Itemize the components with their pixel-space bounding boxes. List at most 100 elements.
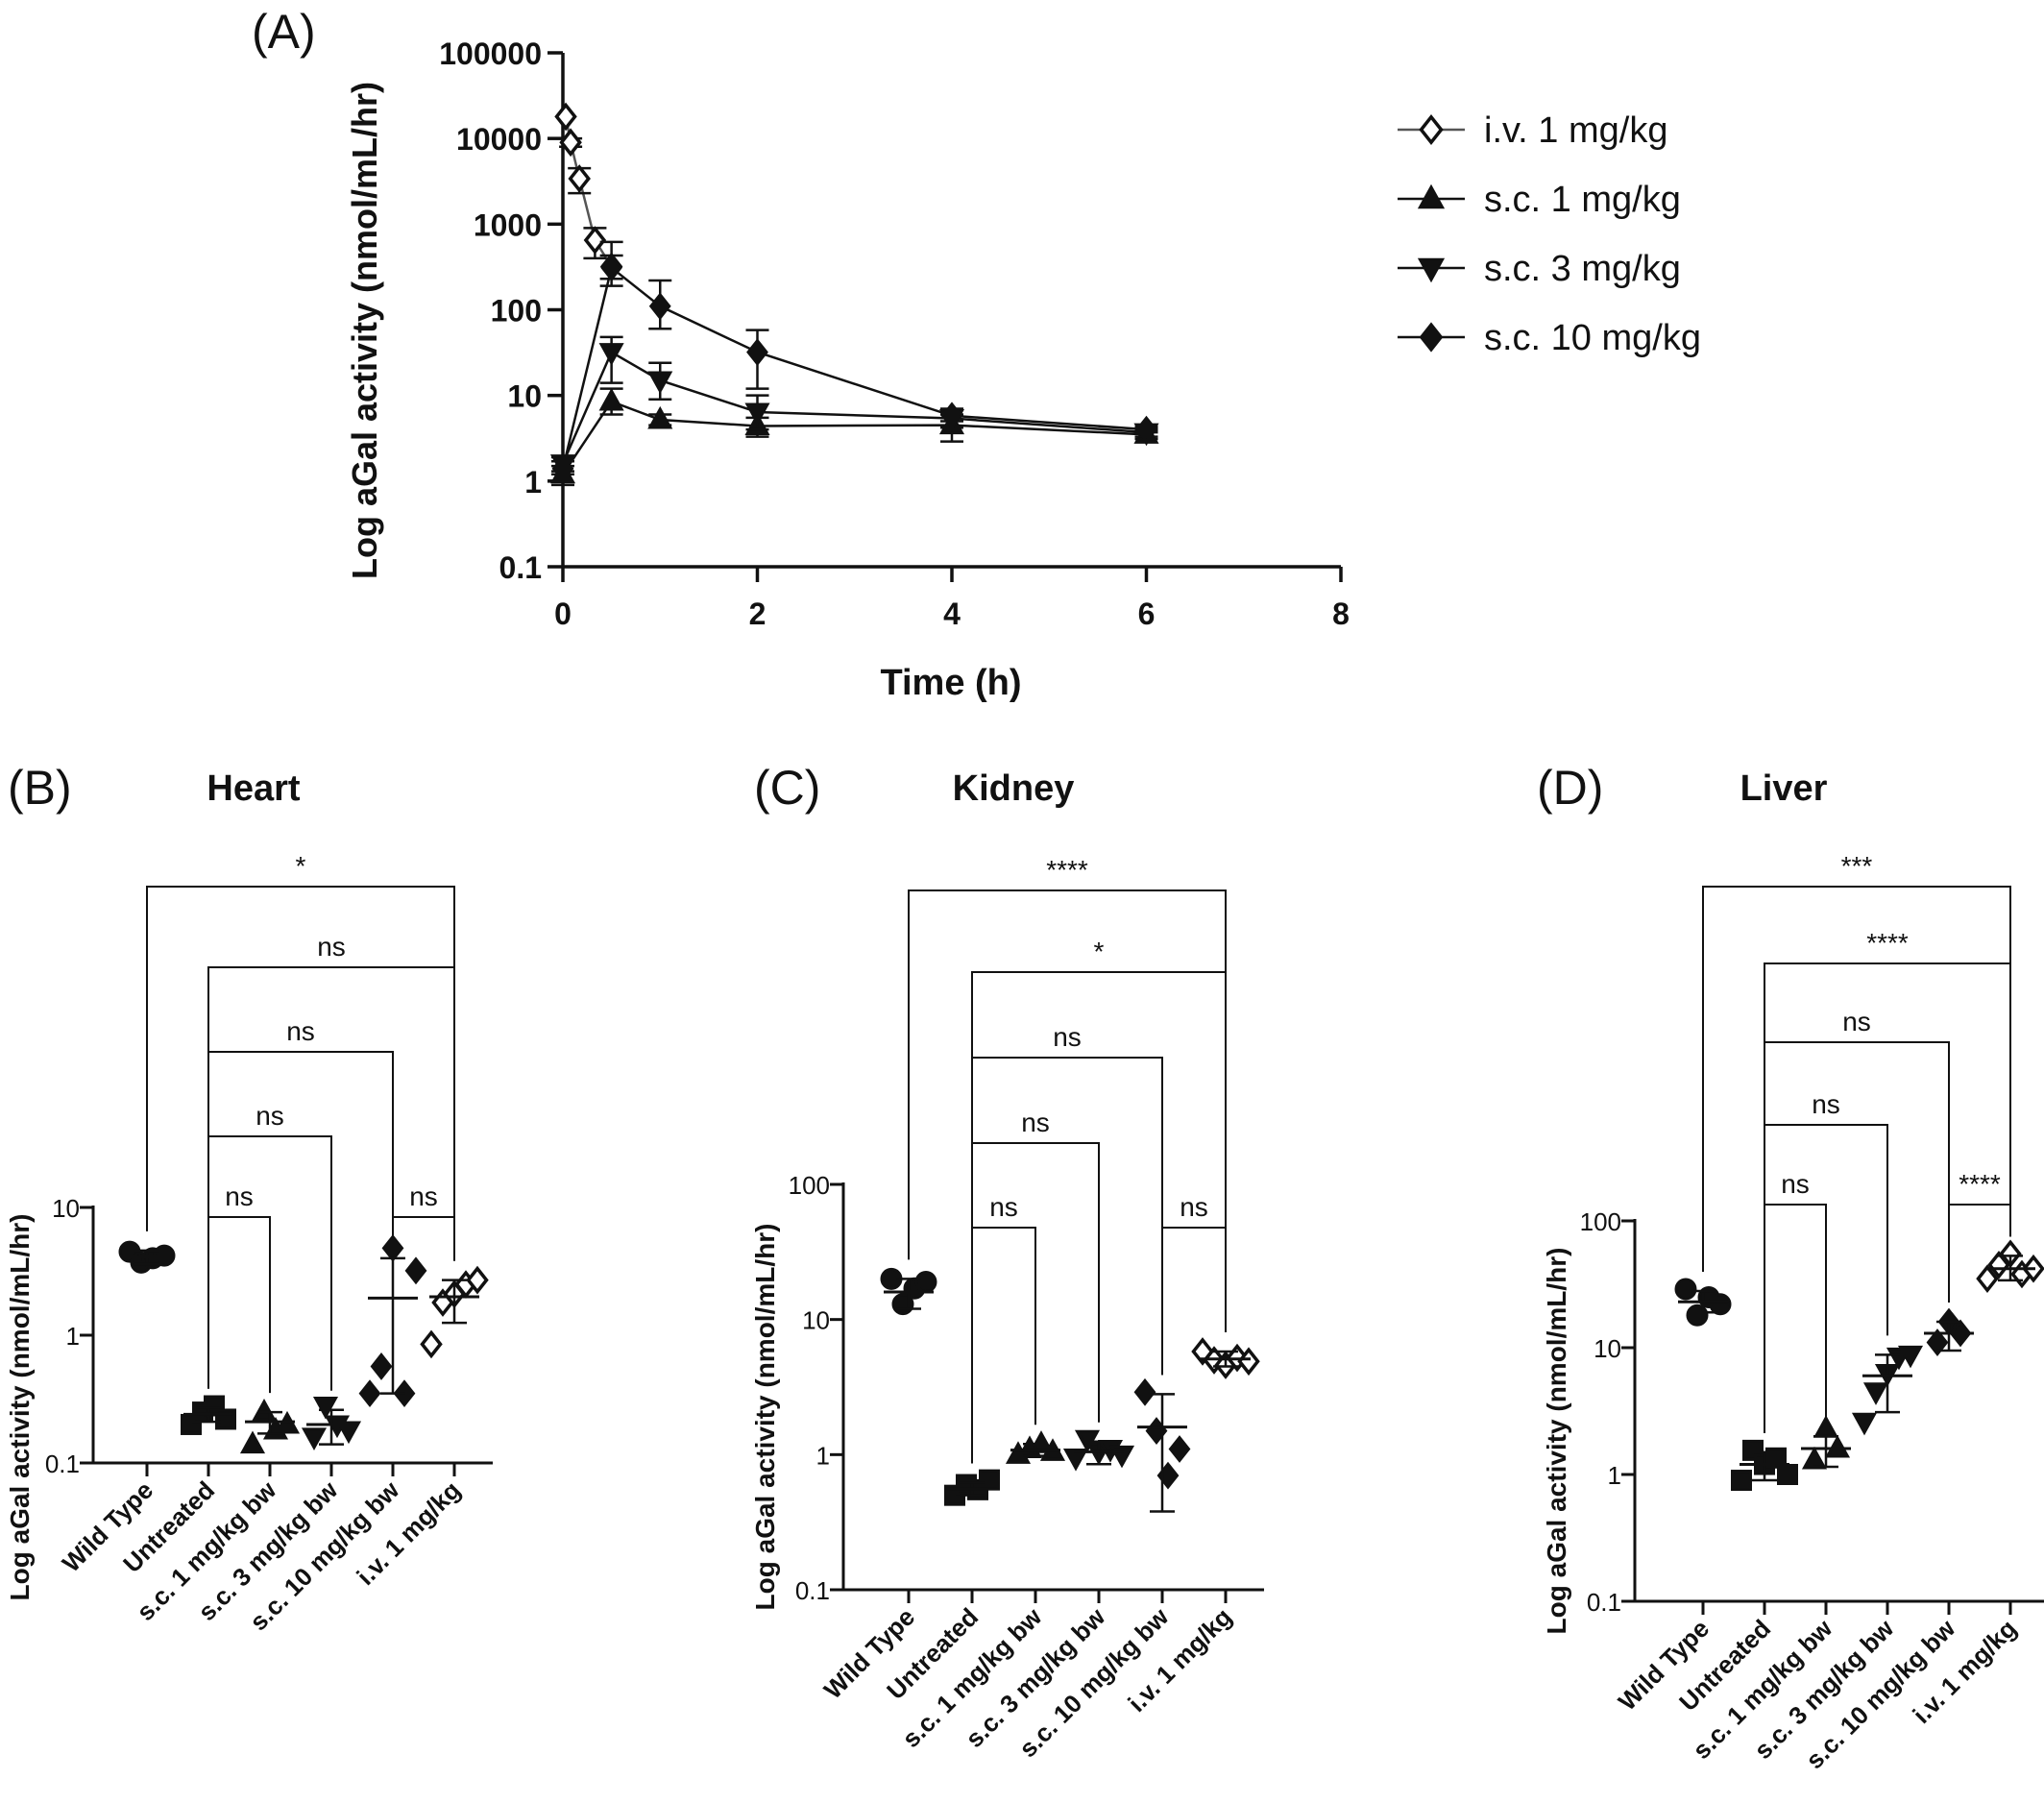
panel-b-data-point xyxy=(312,1397,339,1420)
panel-d-group-3 xyxy=(1851,1345,1924,1436)
panel-c-group-4 xyxy=(1133,1377,1191,1513)
panel-d-data-point xyxy=(1801,1446,1828,1470)
panel-d-significance-label: **** xyxy=(1959,1169,2001,1199)
panel-a-series-0 xyxy=(554,102,623,281)
panel-a-x-tick-label: 6 xyxy=(1138,597,1156,631)
panel-d-data-groups xyxy=(1674,1239,2044,1492)
panel-b-bracket-5: ns xyxy=(392,1182,455,1261)
panel-d-data-point xyxy=(1731,1470,1752,1492)
panel-c-y-tick-label: 10 xyxy=(802,1306,830,1335)
panel-b-significance-brackets: * ns ns ns ns ns xyxy=(146,851,455,1394)
panel-b-data-point xyxy=(251,1398,278,1422)
panel-a-data-point xyxy=(551,454,574,483)
panel-d-y-axis-label: Log aGal activity (nmol/mL/hr) xyxy=(1542,1248,1571,1635)
panel-d-data-point xyxy=(1926,1328,1949,1356)
panel-a-y-tick-labels: 0.1 1 10 100 1000 10000 100000 xyxy=(439,37,542,585)
panel-b-label: (B) xyxy=(8,761,72,815)
panel-d-bracket-2: ns xyxy=(1764,1007,1950,1433)
panel-c-kidney-chart: (C) Kidney Log aGal activity (nmol/mL/hr… xyxy=(750,761,1264,1763)
panel-a-data-point xyxy=(559,128,582,158)
panel-a-y-tick-label: 10 xyxy=(507,379,542,414)
panel-d-significance-label: **** xyxy=(1866,928,1909,958)
panel-a-data-point xyxy=(940,402,963,430)
panel-b-title: Heart xyxy=(207,768,300,809)
panel-d-data-point xyxy=(1976,1264,1999,1294)
panel-d-y-tick-label: 100 xyxy=(1580,1207,1621,1236)
panel-b-group-1 xyxy=(181,1395,236,1435)
panel-d-bracket-line xyxy=(1764,1041,1950,1433)
panel-a-legend-item-0: i.v. 1 mg/kg xyxy=(1398,110,1667,151)
panel-b-data-groups xyxy=(118,1233,489,1454)
panel-c-group-3 xyxy=(1062,1429,1135,1472)
panel-a-data-point xyxy=(583,226,607,255)
panel-a-legend: i.v. 1 mg/kg s.c. 1 mg/kg s.c. 3 mg/kg s.c.… xyxy=(1398,110,1701,358)
panel-d-y-tick-label: 0.1 xyxy=(1587,1588,1621,1617)
panel-b-y-tick-labels: 0.1 1 10 xyxy=(45,1194,80,1478)
panel-c-bracket-line xyxy=(971,1057,1163,1464)
panel-d-bracket-5: **** xyxy=(1948,1169,2011,1304)
panel-d-significance-label: *** xyxy=(1841,851,1873,881)
panel-d-group-5 xyxy=(1976,1239,2044,1294)
panel-a-data-point xyxy=(554,102,577,132)
panel-b-data-point xyxy=(370,1352,393,1380)
panel-c-data-point xyxy=(1108,1445,1135,1469)
panel-b-significance-label: ns xyxy=(409,1182,438,1211)
panel-b-bracket-line xyxy=(207,1051,394,1389)
panel-d-data-point xyxy=(1674,1278,1697,1301)
panel-a-y-tick-label: 100000 xyxy=(439,37,542,71)
panel-a-y-tick-label: 1 xyxy=(524,465,542,499)
panel-c-label: (C) xyxy=(754,761,820,815)
panel-c-data-point xyxy=(979,1469,1000,1491)
panel-a-y-tick-label: 0.1 xyxy=(499,550,542,585)
panel-a-series xyxy=(549,102,1159,487)
panel-b-y-tick-label: 0.1 xyxy=(45,1450,80,1478)
panel-a-legend-item-1: s.c. 1 mg/kg xyxy=(1398,180,1681,220)
panel-b-axes xyxy=(80,1206,493,1476)
panel-b-data-point xyxy=(466,1265,489,1295)
panel-a-y-tick-label: 100 xyxy=(491,294,542,329)
panel-a-legend-marker xyxy=(1419,322,1444,353)
panel-b-bracket-line xyxy=(392,1216,455,1261)
panel-d-y-tick-labels: 0.1 1 10 100 xyxy=(1580,1207,1621,1617)
panel-b-significance-label: * xyxy=(296,851,306,881)
panel-b-significance-label: ns xyxy=(317,932,346,962)
panel-c-group-0 xyxy=(880,1267,937,1316)
panel-d-y-tick-label: 10 xyxy=(1594,1334,1621,1363)
panel-d-group-4 xyxy=(1924,1307,1974,1356)
panel-d-bracket-4: ns xyxy=(1764,1169,1827,1433)
panel-d-significance-label: ns xyxy=(1781,1169,1810,1199)
panel-c-y-tick-label: 100 xyxy=(789,1171,830,1200)
panel-a-series-3 xyxy=(551,240,1158,483)
panel-d-data-point xyxy=(1897,1345,1924,1369)
panel-b-data-point xyxy=(301,1427,328,1450)
panel-c-significance-label: ns xyxy=(1180,1192,1208,1222)
panel-a-series-1 xyxy=(549,387,1159,487)
panel-d-bracket-0: *** xyxy=(1702,851,2011,1272)
panel-c-data-point xyxy=(1133,1377,1156,1406)
panel-b-group-4 xyxy=(358,1233,427,1408)
panel-c-bracket-0: **** xyxy=(908,855,1227,1332)
panel-d-significance-label: ns xyxy=(1842,1007,1871,1036)
panel-b-y-tick-label: 1 xyxy=(66,1322,80,1351)
panel-a-series-line-3 xyxy=(561,265,1147,470)
panel-b-bracket-line xyxy=(146,886,455,1261)
panel-a-series-line-2 xyxy=(561,350,1147,465)
panel-b-bracket-0: * xyxy=(146,851,455,1261)
panel-c-significance-label: ns xyxy=(989,1192,1018,1222)
panel-a-legend-item-3: s.c. 10 mg/kg xyxy=(1398,318,1701,358)
panel-a-data-point xyxy=(568,164,591,193)
panel-b-significance-label: ns xyxy=(286,1016,315,1046)
panel-b-bracket-line xyxy=(207,1216,271,1394)
panel-c-group-2 xyxy=(1005,1430,1066,1464)
panel-c-significance-label: ns xyxy=(1053,1022,1082,1052)
panel-b-y-tick-label: 10 xyxy=(52,1194,80,1223)
panel-c-bracket-line xyxy=(908,889,1227,1332)
panel-a-legend-marker xyxy=(1417,257,1446,283)
panel-c-data-point xyxy=(1062,1448,1089,1472)
panel-c-axes xyxy=(830,1182,1264,1603)
